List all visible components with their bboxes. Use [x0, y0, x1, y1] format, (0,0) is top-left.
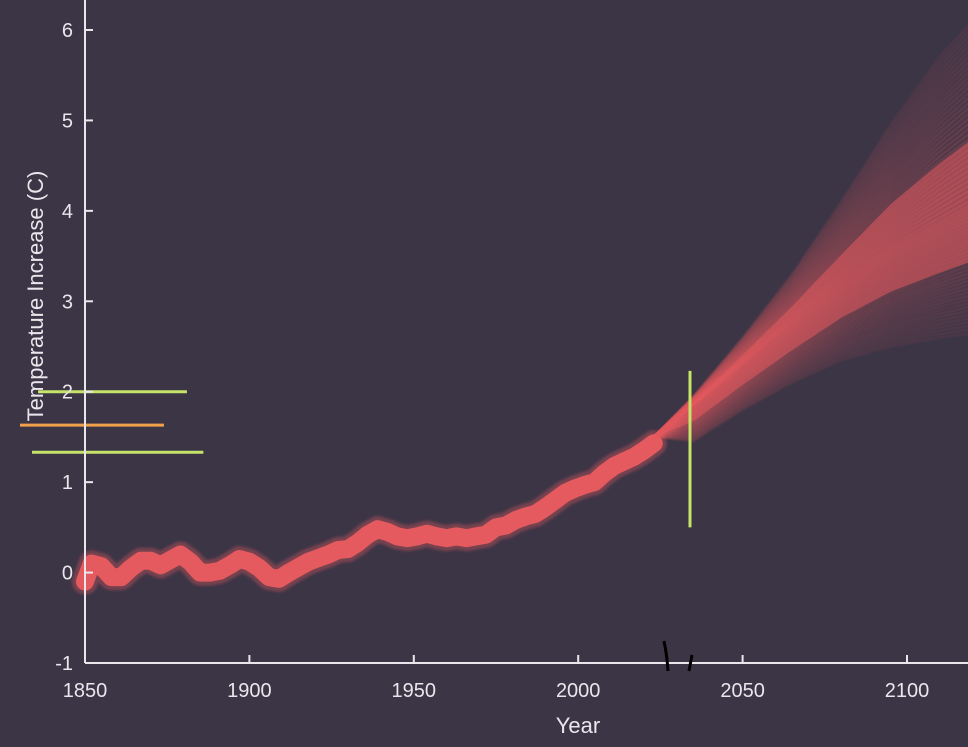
projection-line: [652, 49, 968, 438]
projection-line: [653, 287, 968, 439]
projection-line: [653, 305, 968, 439]
y-tick-label: -1: [55, 653, 73, 675]
projection-line: [653, 317, 968, 439]
projection-line: [653, 294, 968, 439]
x-tick-label: 1850: [63, 680, 108, 702]
projection-line: [652, 96, 968, 439]
projection-line: [652, 24, 968, 438]
projection-line: [652, 122, 968, 439]
projection-line: [652, 138, 968, 439]
historical-line: [76, 434, 663, 591]
projection-line: [652, 112, 968, 439]
projection-line: [652, 70, 968, 438]
projection-line: [652, 127, 968, 439]
axes: -1 0 1 2 3 4 5 6 1850 1900 1950 2000 2050 2100: [55, 0, 968, 702]
projection-line: [652, 55, 968, 438]
y-axis-title: Temperature Increase (C): [23, 171, 48, 422]
projection-line: [652, 29, 968, 438]
projection-line: [652, 44, 968, 438]
projection-line: [652, 65, 968, 438]
reference-markers: [20, 370, 692, 528]
projection-line: [652, 39, 968, 438]
projection-line: [652, 106, 968, 439]
projection-line: [653, 275, 968, 439]
x-tick-label: 1950: [392, 680, 437, 702]
projection-line: [653, 320, 968, 440]
projection-line: [653, 290, 968, 439]
y-tick-label: 0: [62, 563, 73, 585]
projection-line: [653, 279, 968, 439]
projection-line: [653, 283, 968, 439]
y-tick-label: 1: [62, 472, 73, 494]
projection-line: [653, 302, 968, 439]
y-tick-label: 3: [62, 291, 73, 313]
projection-line: [652, 86, 968, 438]
projection-ensemble: [652, 24, 968, 443]
projection-line: [653, 272, 968, 439]
historical-series: [72, 430, 667, 595]
x-tick-label: 2000: [556, 680, 601, 702]
x-tick-label: 2100: [885, 680, 930, 702]
axis-break-mark: [687, 654, 694, 672]
projection-line: [652, 91, 968, 438]
projection-line: [652, 117, 968, 439]
axis-break-mark: [662, 640, 670, 672]
projection-line: [653, 298, 968, 439]
y-tick-label: 4: [62, 201, 73, 223]
y-tick-label: 6: [62, 20, 73, 42]
y-tick-label: 5: [62, 110, 73, 132]
projection-line: [653, 264, 968, 439]
projection-line: [652, 81, 968, 438]
projection-line: [652, 132, 968, 439]
projection-line: [653, 268, 968, 439]
projection-line: [653, 328, 968, 442]
x-axis-title: Year: [556, 713, 600, 738]
projection-core-band: [653, 142, 968, 437]
y-tick-label: 2: [62, 382, 73, 404]
projection-line: [653, 324, 968, 441]
projection-line: [653, 332, 968, 443]
projection-line: [652, 101, 968, 439]
projection-line: [653, 313, 968, 439]
projection-line: [653, 309, 968, 439]
x-tick-label: 1900: [227, 680, 272, 702]
projection-line: [652, 75, 968, 438]
projection-line: [652, 34, 968, 438]
x-tick-label: 2050: [720, 680, 765, 702]
projection-line: [652, 60, 968, 438]
